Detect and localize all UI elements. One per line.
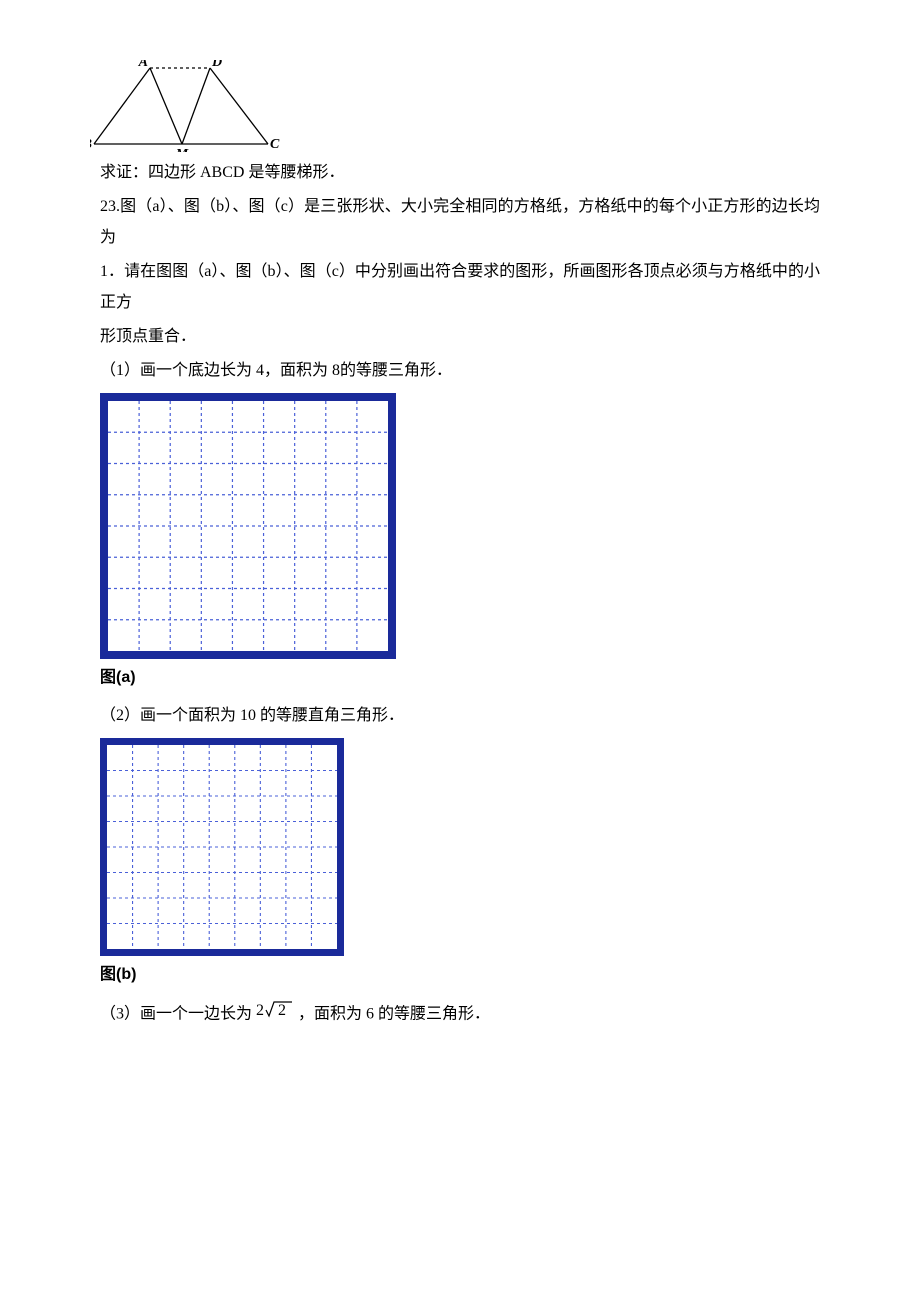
q23-part2: （2）画一个面积为 10 的等腰直角三角形． — [100, 701, 820, 731]
trapezoid-figure: A B C D M — [90, 60, 820, 152]
proof-statement: 求证：四边形 ABCD 是等腰梯形． — [100, 158, 820, 188]
grid-a-label-en: (a) — [116, 669, 136, 686]
svg-text:D: D — [211, 60, 222, 70]
grid-a-label: 图(a) — [100, 663, 820, 693]
grid-b-label-en: (b) — [116, 966, 136, 983]
svg-text:C: C — [270, 137, 280, 152]
q23-part3-post: ，面积为 6 的等腰三角形． — [298, 1005, 490, 1022]
grid-b-wrap — [100, 738, 820, 956]
q23-part3: （3）画一个一边长为 2 2 ，面积为 6 的等腰三角形． — [100, 998, 820, 1031]
sqrt-expression: 2 2 — [256, 998, 294, 1031]
svg-text:M: M — [175, 147, 189, 152]
grid-a-label-cn: 图 — [100, 669, 116, 686]
svg-text:B: B — [90, 137, 92, 152]
grid-b — [100, 738, 344, 956]
sqrt-coeff: 2 — [256, 1002, 264, 1019]
trapezoid-svg: A B C D M — [90, 60, 280, 152]
q23-part1: （1）画一个底边长为 4，面积为 8的等腰三角形． — [100, 356, 820, 386]
q23-intro-line3: 形顶点重合． — [100, 322, 820, 352]
grid-a-wrap — [100, 393, 820, 659]
q23-part3-pre: （3）画一个一边长为 — [100, 1005, 252, 1022]
grid-b-label: 图(b) — [100, 960, 820, 990]
q23-intro-line2: 1．请在图图（a）、图（b）、图（c）中分别画出符合要求的图形，所画图形各顶点必… — [100, 257, 820, 318]
grid-a — [100, 393, 396, 659]
svg-text:A: A — [138, 60, 148, 70]
sqrt-radicand: 2 — [278, 1002, 286, 1019]
grid-b-label-cn: 图 — [100, 966, 116, 983]
q23-intro-line1: 23.图（a）、图（b）、图（c）是三张形状、大小完全相同的方格纸，方格纸中的每… — [100, 192, 820, 253]
